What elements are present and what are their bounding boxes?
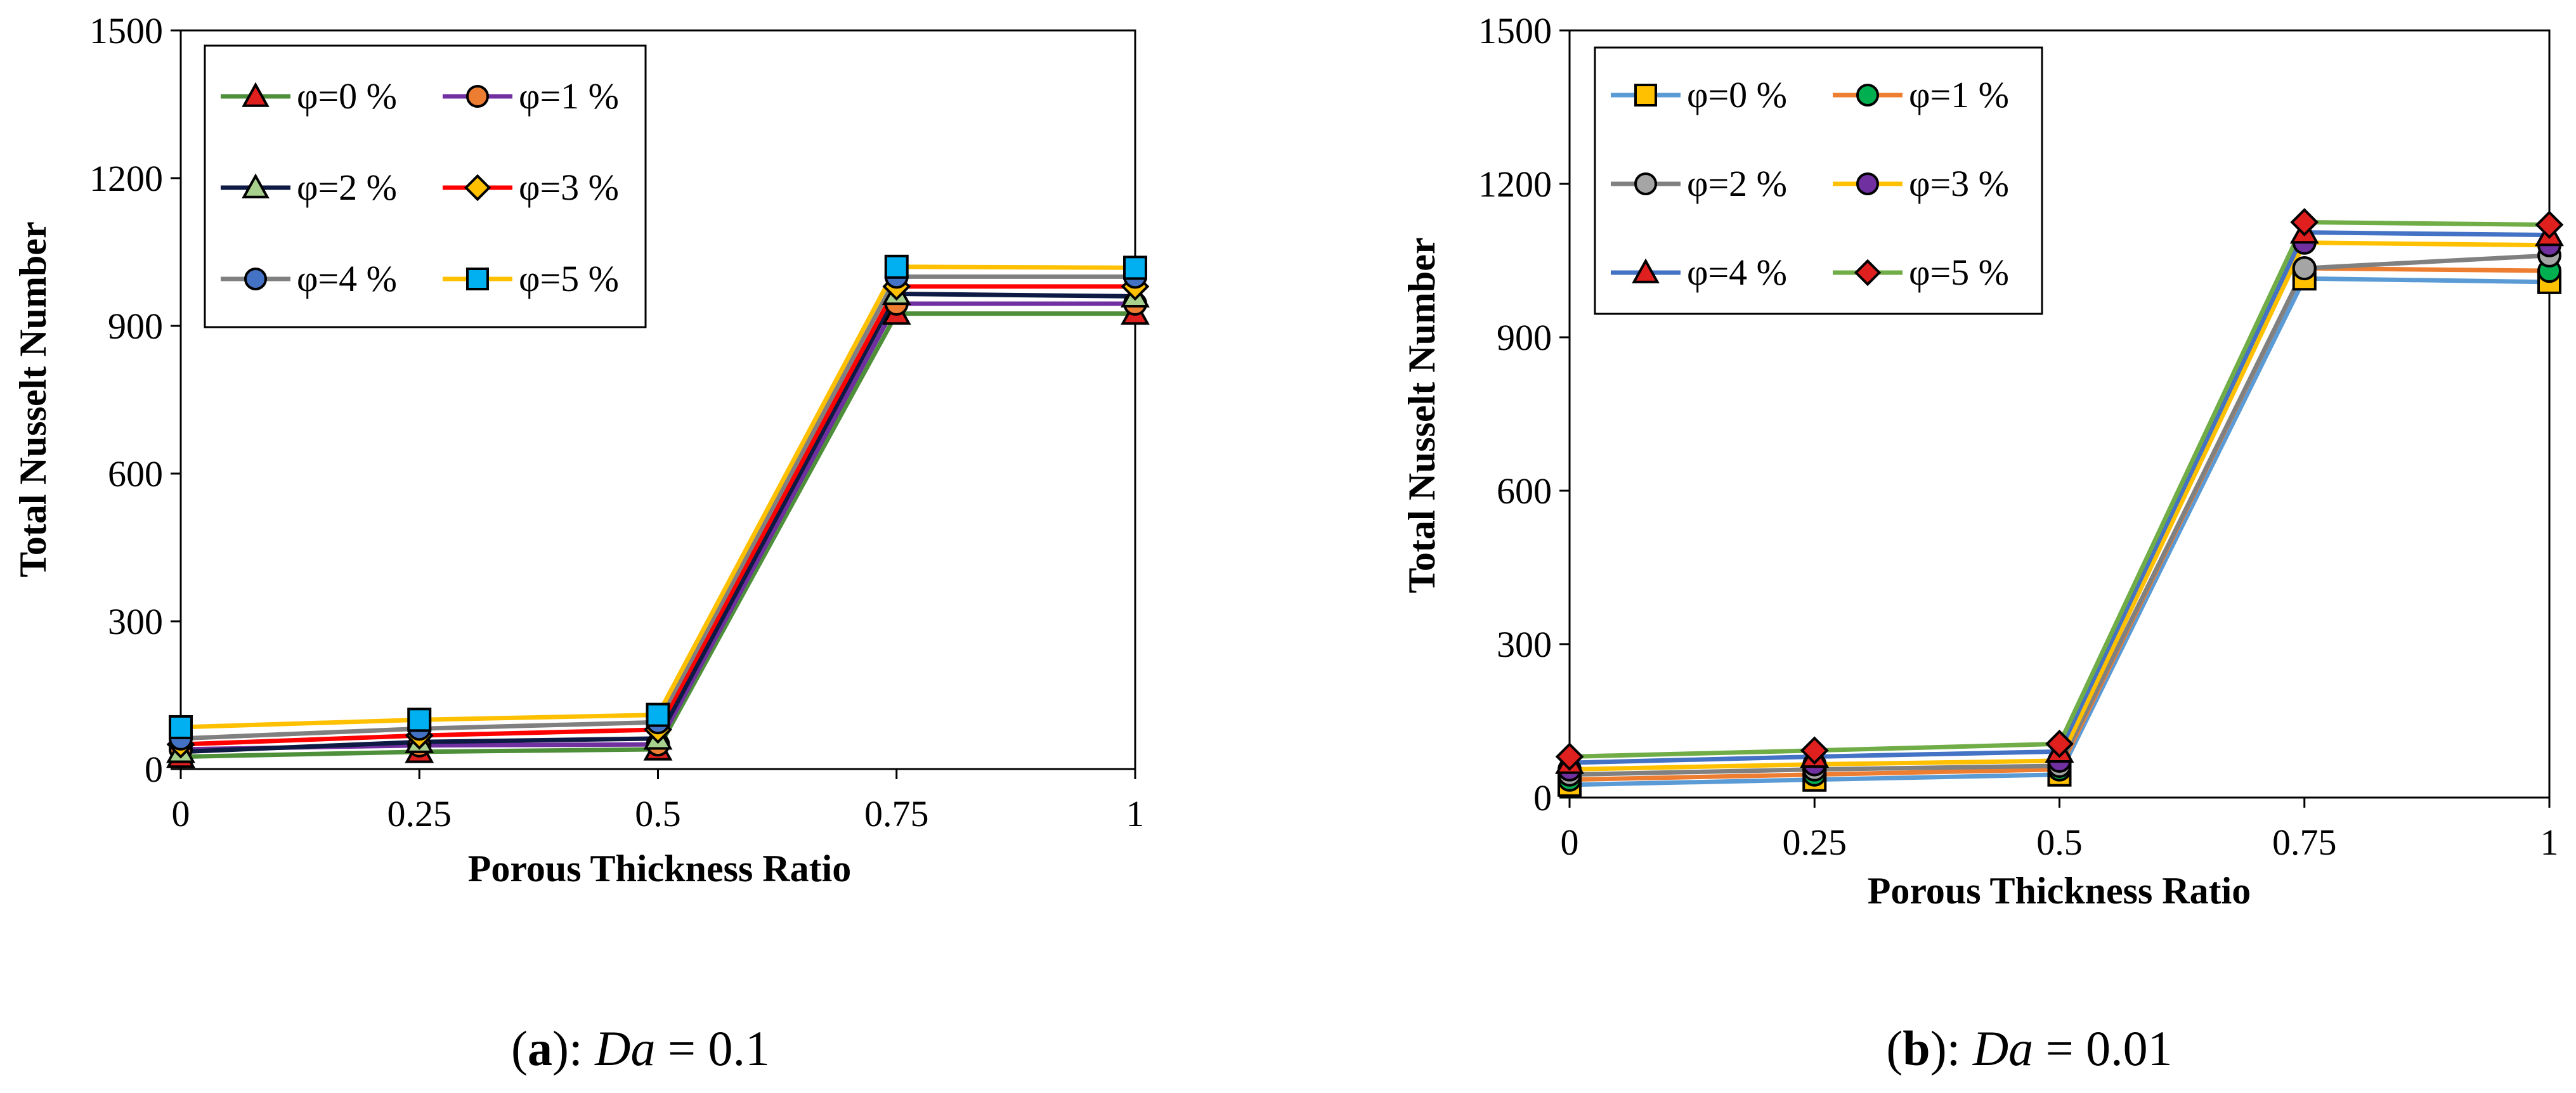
x-tick-label: 0.75 bbox=[2272, 822, 2337, 863]
caption-part: ( bbox=[1886, 1021, 1903, 1076]
legend-label-0: φ=0 % bbox=[1687, 74, 1787, 115]
legend-label-3: φ=3 % bbox=[1909, 163, 2009, 204]
y-axis-title: Total Nusselt Number bbox=[12, 221, 54, 577]
x-tick-label: 1 bbox=[2540, 822, 2559, 863]
y-tick-label: 1500 bbox=[1478, 10, 1552, 51]
data-point-s5-0 bbox=[169, 715, 193, 739]
y-tick-label: 0 bbox=[145, 749, 163, 790]
legend-label-1: φ=1 % bbox=[519, 75, 619, 117]
series-line-1 bbox=[180, 301, 1135, 752]
data-point-s5-4 bbox=[1123, 255, 1147, 280]
series-line-2 bbox=[180, 292, 1136, 754]
x-tick-label: 0.5 bbox=[2036, 822, 2083, 863]
x-tick-label: 1 bbox=[1126, 793, 1145, 834]
series-line-2 bbox=[1569, 253, 2550, 777]
data-point-s2-3 bbox=[2292, 256, 2317, 281]
y-tick-label: 900 bbox=[1497, 317, 1552, 358]
series-line-1 bbox=[1569, 266, 2550, 782]
y-tick-label: 300 bbox=[108, 601, 163, 642]
caption-part: ): bbox=[1930, 1021, 1973, 1076]
data-point-s5-2 bbox=[2045, 729, 2074, 758]
x-tick-label: 0.75 bbox=[864, 793, 929, 834]
data-point-s5-0 bbox=[1555, 742, 1584, 771]
data-point-s5-3 bbox=[2290, 208, 2319, 236]
legend-marker-2 bbox=[242, 173, 270, 198]
legend-label-4: φ=4 % bbox=[297, 258, 397, 299]
data-point-s5-1 bbox=[407, 708, 432, 732]
legend-label-5: φ=5 % bbox=[519, 258, 619, 299]
legend-marker-5 bbox=[466, 268, 489, 290]
series-line-3 bbox=[1569, 240, 2550, 772]
legend-marker-1 bbox=[1856, 84, 1879, 107]
series-line-5 bbox=[180, 264, 1136, 730]
x-tick-label: 0 bbox=[172, 793, 190, 834]
caption-part: ( bbox=[511, 1021, 528, 1076]
caption-part: Da bbox=[1972, 1021, 2033, 1076]
series-line-0 bbox=[1569, 276, 2550, 787]
data-point-s5-1 bbox=[1800, 736, 1829, 765]
legend-marker-4 bbox=[1632, 258, 1660, 283]
legend-label-2: φ=2 % bbox=[297, 167, 397, 208]
legend-marker-1 bbox=[466, 85, 489, 108]
y-tick-label: 1200 bbox=[89, 158, 163, 199]
y-tick-label: 0 bbox=[1533, 777, 1552, 818]
legend-label-4: φ=4 % bbox=[1687, 252, 1787, 293]
y-tick-label: 1500 bbox=[89, 10, 163, 51]
legend-marker-0 bbox=[1634, 84, 1657, 107]
panel-caption: (a): Da = 0.1 bbox=[511, 1021, 770, 1076]
x-tick-label: 0.5 bbox=[635, 793, 681, 834]
x-tick-label: 0.25 bbox=[1783, 822, 1847, 863]
data-point-s5-3 bbox=[884, 254, 909, 279]
y-tick-label: 300 bbox=[1497, 624, 1552, 665]
legend-marker-3 bbox=[1856, 172, 1879, 195]
legend-marker-0 bbox=[242, 82, 270, 107]
series-line-4 bbox=[180, 274, 1135, 741]
y-tick-label: 600 bbox=[1497, 470, 1552, 512]
caption-part: a bbox=[528, 1021, 552, 1076]
chart-panel-b: 0 300 600 900 1200 1500 0 0.25 0.5 0.75 1 Porous Th… bbox=[1401, 10, 2564, 1076]
data-point-s5-4 bbox=[2535, 210, 2564, 239]
legend-marker-3 bbox=[464, 174, 491, 202]
caption-part: ): bbox=[552, 1021, 595, 1076]
x-axis-title: Porous Thickness Ratio bbox=[468, 848, 852, 889]
legend-label-1: φ=1 % bbox=[1909, 74, 2009, 115]
legend-marker-4 bbox=[244, 268, 267, 290]
data-point-s5-2 bbox=[646, 702, 670, 727]
y-tick-label: 600 bbox=[108, 453, 163, 495]
series-line-3 bbox=[180, 284, 1135, 747]
x-tick-label: 0.25 bbox=[387, 793, 452, 834]
y-axis-title: Total Nusselt Number bbox=[1401, 237, 1443, 593]
x-axis-title: Porous Thickness Ratio bbox=[1868, 870, 2251, 912]
legend-marker-5 bbox=[1854, 259, 1882, 287]
legend-label-2: φ=2 % bbox=[1687, 163, 1787, 204]
caption-part: = 0.01 bbox=[2033, 1021, 2173, 1076]
chart-panel-a: 0 300 600 900 1200 1500 0 0.25 0.5 0.75 1 Porous Th… bbox=[12, 10, 1150, 1076]
caption-part: = 0.1 bbox=[655, 1021, 770, 1076]
y-tick-label: 900 bbox=[108, 306, 163, 347]
panel-caption: (b): Da = 0.01 bbox=[1886, 1021, 2172, 1076]
legend-marker-2 bbox=[1634, 172, 1657, 195]
series-line-0 bbox=[180, 311, 1135, 760]
caption-part: Da bbox=[594, 1021, 655, 1076]
legend-label-0: φ=0 % bbox=[297, 75, 397, 117]
y-tick-label: 1200 bbox=[1478, 164, 1552, 205]
legend-label-3: φ=3 % bbox=[519, 167, 619, 208]
x-tick-label: 0 bbox=[1561, 822, 1579, 863]
caption-part: b bbox=[1903, 1021, 1930, 1076]
legend-label-5: φ=5 % bbox=[1909, 252, 2009, 293]
legend-box bbox=[1594, 46, 2043, 315]
